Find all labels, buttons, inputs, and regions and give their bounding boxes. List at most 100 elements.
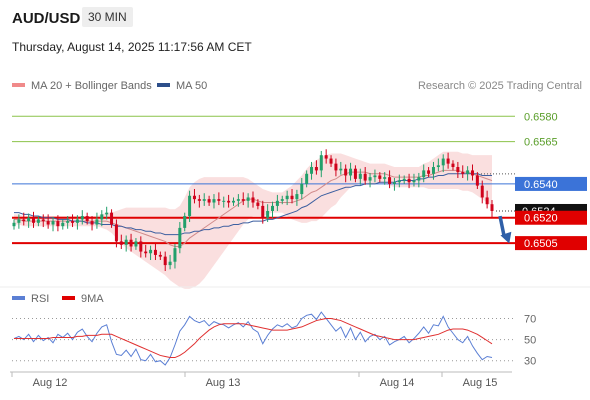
candle-body bbox=[12, 222, 16, 227]
timeframe-badge[interactable]: 30 MIN bbox=[82, 7, 133, 27]
candle-body bbox=[383, 177, 387, 179]
candle-body bbox=[212, 199, 216, 203]
candle-body bbox=[417, 177, 421, 181]
x-tick-label: Aug 12 bbox=[33, 377, 68, 389]
candle-body bbox=[85, 216, 89, 222]
candle-body bbox=[431, 167, 435, 174]
candle-body bbox=[261, 205, 265, 218]
candle-body bbox=[36, 219, 40, 223]
instrument-title: AUD/USD bbox=[12, 10, 81, 27]
candle-body bbox=[353, 168, 357, 179]
candle-body bbox=[51, 221, 55, 225]
candle-body bbox=[349, 168, 353, 176]
candle-body bbox=[271, 205, 275, 211]
candle-body bbox=[41, 219, 45, 222]
candle-body bbox=[227, 200, 231, 203]
candle-body bbox=[110, 212, 114, 225]
candle-body bbox=[75, 219, 79, 223]
candle-body bbox=[363, 173, 367, 181]
candle-body bbox=[241, 199, 245, 201]
candle-body bbox=[285, 195, 289, 200]
candle-body bbox=[207, 199, 211, 203]
ma9-swatch bbox=[62, 296, 75, 301]
level-tag-0.6540 bbox=[515, 176, 587, 191]
candle-body bbox=[334, 163, 338, 171]
candle-body bbox=[173, 248, 177, 262]
candle-body bbox=[466, 170, 470, 174]
candle-body bbox=[119, 241, 123, 245]
level-label-0.6520: 0.6520 bbox=[524, 213, 558, 225]
ma50-swatch bbox=[157, 83, 170, 88]
candle-body bbox=[310, 167, 314, 174]
candle-body bbox=[446, 158, 450, 164]
candle-body bbox=[319, 155, 323, 171]
candle-body bbox=[475, 175, 479, 186]
candle-body bbox=[231, 200, 235, 203]
rsi-tick-30: 30 bbox=[524, 356, 536, 368]
candle-body bbox=[412, 180, 416, 183]
candle-body bbox=[149, 249, 153, 254]
ma20-swatch bbox=[12, 83, 25, 88]
candle-body bbox=[280, 199, 284, 201]
candle-body bbox=[422, 170, 426, 178]
rsi-label: RSI bbox=[31, 293, 50, 305]
level-tag-0.6505 bbox=[515, 236, 587, 251]
candle-body bbox=[246, 197, 250, 201]
candle-body bbox=[66, 221, 70, 223]
projection-arrow-shaft bbox=[498, 215, 506, 237]
candle-body bbox=[392, 182, 396, 184]
candle-body bbox=[129, 239, 133, 247]
rsi-ma-line bbox=[14, 317, 493, 359]
candle-body bbox=[139, 241, 143, 252]
candle-body bbox=[358, 173, 362, 179]
candle-body bbox=[314, 167, 318, 171]
x-tick-label: Aug 14 bbox=[380, 377, 415, 389]
candle-body bbox=[441, 158, 445, 166]
candle-body bbox=[178, 227, 182, 249]
candle-body bbox=[305, 173, 309, 184]
candle-body bbox=[90, 221, 94, 225]
candle-body bbox=[251, 197, 255, 203]
candles bbox=[12, 149, 494, 272]
candle-body bbox=[56, 221, 60, 227]
legend-ma50: MA 50 bbox=[157, 80, 207, 92]
candle-body bbox=[490, 204, 494, 211]
candle-body bbox=[61, 222, 65, 227]
candle-body bbox=[114, 224, 118, 242]
candle-body bbox=[202, 199, 206, 201]
level-label-0.6540: 0.6540 bbox=[524, 179, 558, 191]
candle-body bbox=[344, 168, 348, 176]
candle-body bbox=[388, 177, 392, 184]
candle-body bbox=[402, 178, 406, 181]
rsi-tick-50: 50 bbox=[524, 335, 536, 347]
candle-body bbox=[295, 194, 299, 200]
level-label-0.6565: 0.6565 bbox=[524, 137, 558, 149]
candle-body bbox=[17, 219, 21, 223]
bollinger-band bbox=[14, 151, 492, 289]
candle-body bbox=[339, 168, 343, 171]
candle-body bbox=[100, 214, 104, 220]
rsi-tick-70: 70 bbox=[524, 313, 536, 325]
candle-body bbox=[71, 221, 75, 223]
candle-body bbox=[192, 195, 196, 200]
candle-body bbox=[236, 199, 240, 201]
candle-body bbox=[158, 254, 162, 257]
candle-body bbox=[256, 202, 260, 206]
legend-ma20: MA 20 + Bollinger Bands bbox=[12, 80, 152, 92]
candle-body bbox=[153, 249, 157, 255]
candle-body bbox=[80, 216, 84, 220]
candle-body bbox=[397, 180, 401, 183]
x-tick-label: Aug 13 bbox=[206, 377, 241, 389]
level-label-0.6580: 0.6580 bbox=[524, 111, 558, 123]
credit: Research © 2025 Trading Central bbox=[417, 80, 582, 92]
candle-body bbox=[124, 239, 128, 245]
candle-body bbox=[168, 261, 172, 266]
candle-body bbox=[144, 251, 148, 254]
x-tick-label: Aug 15 bbox=[463, 377, 498, 389]
candle-body bbox=[300, 183, 304, 195]
candle-body bbox=[46, 221, 50, 225]
candle-body bbox=[197, 199, 201, 201]
candle-body bbox=[32, 217, 36, 223]
candle-body bbox=[222, 200, 226, 202]
